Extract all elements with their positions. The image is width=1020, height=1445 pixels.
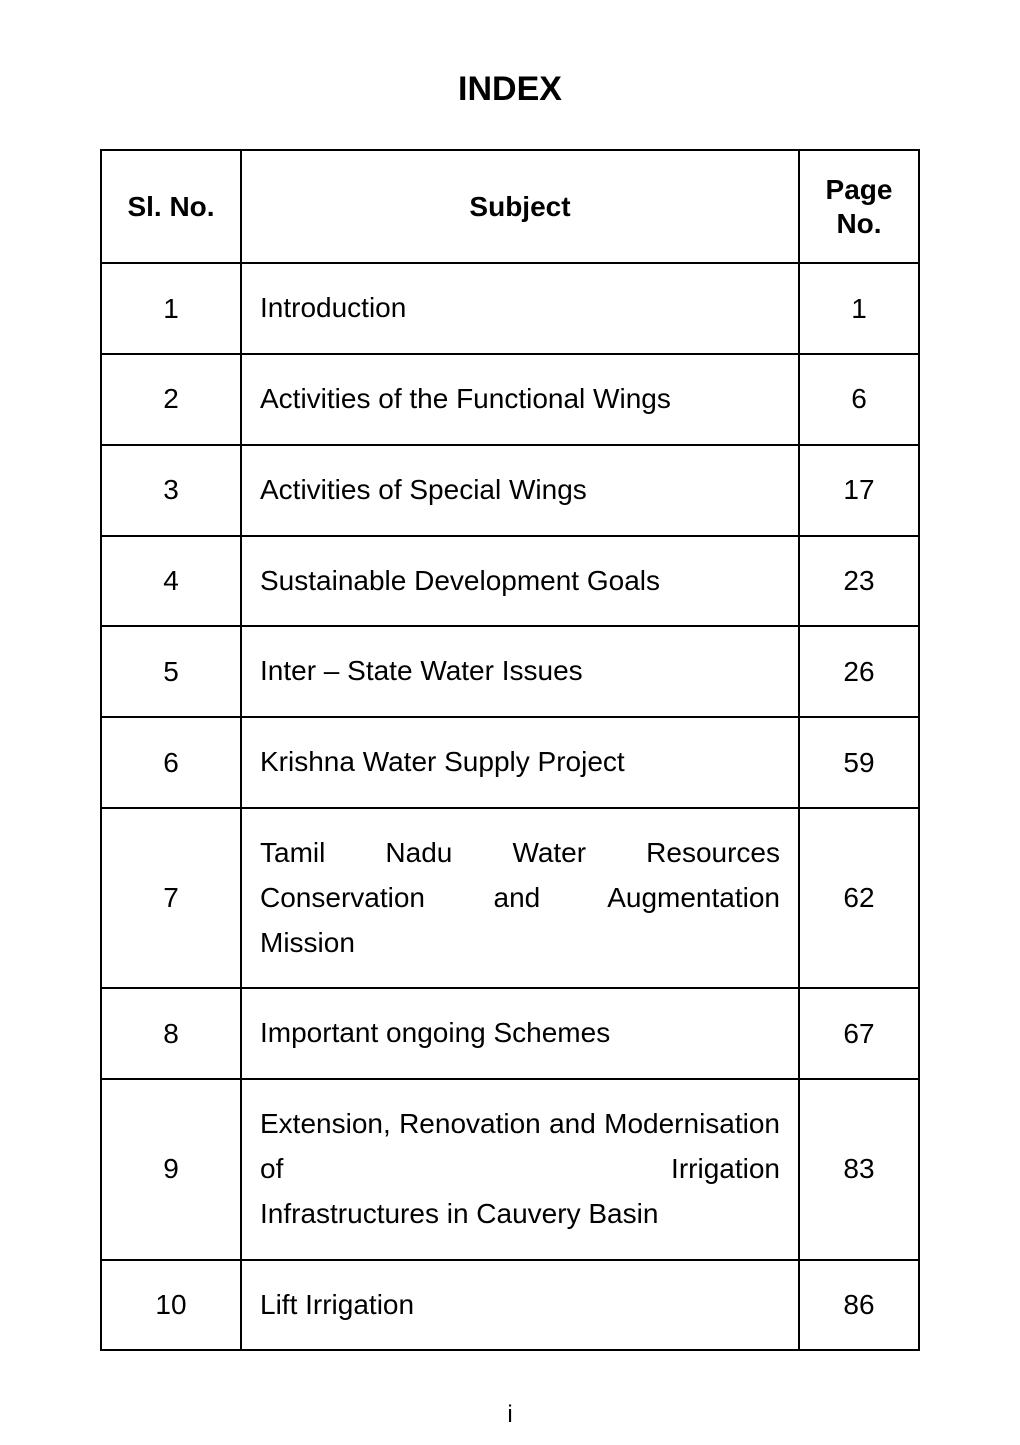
cell-subject: Extension, Renovation and Modernisation … [241,1079,799,1259]
header-page-no: Page No. [799,150,919,263]
page-title: INDEX [100,70,920,109]
page-footer: i [100,1401,920,1429]
subject-text-last: Infrastructures in Cauvery Basin [260,1192,780,1237]
table-header-row: Sl. No. Subject Page No. [101,150,919,263]
table-row: 8Important ongoing Schemes67 [101,988,919,1079]
cell-page-no: 17 [799,445,919,536]
cell-sl-no: 3 [101,445,241,536]
subject-text-last: Mission [260,921,780,966]
cell-subject: Important ongoing Schemes [241,988,799,1079]
header-sl-no: Sl. No. [101,150,241,263]
table-row: 10Lift Irrigation86 [101,1260,919,1351]
cell-sl-no: 10 [101,1260,241,1351]
table-row: 5Inter – State Water Issues26 [101,626,919,717]
cell-sl-no: 6 [101,717,241,808]
cell-sl-no: 7 [101,808,241,988]
table-row: 4Sustainable Development Goals23 [101,536,919,627]
cell-sl-no: 1 [101,263,241,354]
cell-subject: Activities of the Functional Wings [241,354,799,445]
table-row: 3Activities of Special Wings17 [101,445,919,536]
cell-sl-no: 8 [101,988,241,1079]
table-body: 1Introduction12Activities of the Functio… [101,263,919,1350]
index-table: Sl. No. Subject Page No. 1Introduction12… [100,149,920,1351]
cell-page-no: 1 [799,263,919,354]
cell-subject: Inter – State Water Issues [241,626,799,717]
cell-subject: Lift Irrigation [241,1260,799,1351]
cell-sl-no: 4 [101,536,241,627]
cell-page-no: 23 [799,536,919,627]
table-row: 7Tamil Nadu Water Resources Conservation… [101,808,919,988]
subject-text: Tamil Nadu Water Resources Conservation … [260,837,780,913]
cell-sl-no: 5 [101,626,241,717]
header-subject: Subject [241,150,799,263]
cell-page-no: 59 [799,717,919,808]
cell-sl-no: 9 [101,1079,241,1259]
subject-text: Extension, Renovation and Modernisation … [260,1108,780,1184]
cell-sl-no: 2 [101,354,241,445]
cell-subject: Sustainable Development Goals [241,536,799,627]
cell-page-no: 62 [799,808,919,988]
cell-page-no: 86 [799,1260,919,1351]
table-row: 6Krishna Water Supply Project59 [101,717,919,808]
cell-page-no: 26 [799,626,919,717]
cell-page-no: 67 [799,988,919,1079]
cell-subject: Tamil Nadu Water Resources Conservation … [241,808,799,988]
table-row: 9Extension, Renovation and Modernisation… [101,1079,919,1259]
cell-page-no: 6 [799,354,919,445]
table-row: 2Activities of the Functional Wings6 [101,354,919,445]
table-row: 1Introduction1 [101,263,919,354]
cell-subject: Krishna Water Supply Project [241,717,799,808]
cell-page-no: 83 [799,1079,919,1259]
cell-subject: Activities of Special Wings [241,445,799,536]
cell-subject: Introduction [241,263,799,354]
